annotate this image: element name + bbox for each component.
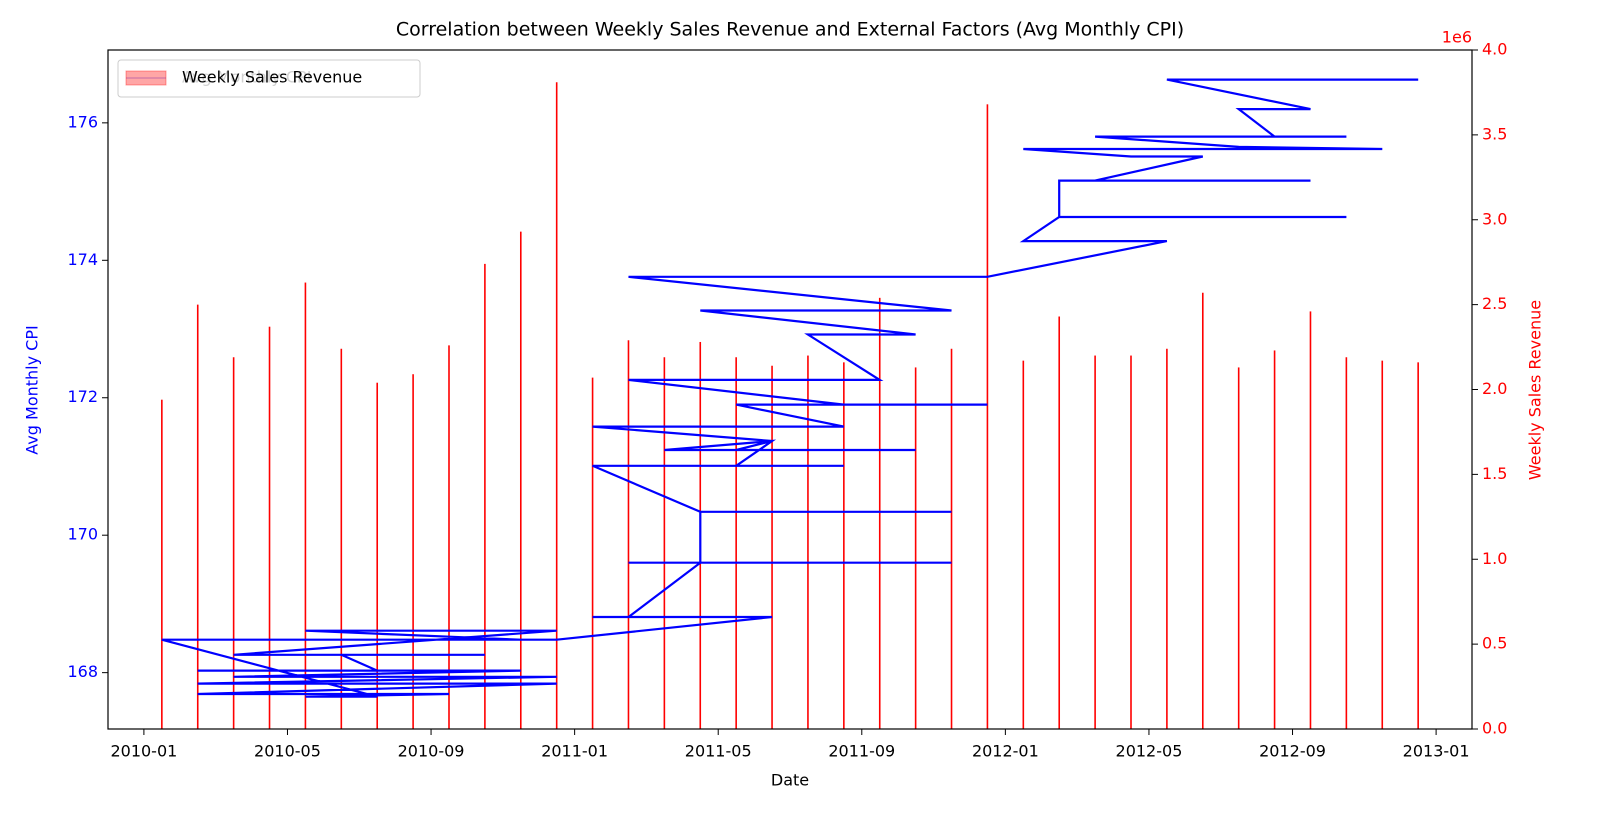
bar bbox=[1417, 362, 1419, 729]
bar bbox=[484, 263, 486, 729]
bar bbox=[1201, 292, 1204, 729]
bar bbox=[663, 357, 666, 729]
bar bbox=[1381, 360, 1384, 729]
x-tick-label: 2013-01 bbox=[1403, 742, 1470, 761]
x-axis-label: Date bbox=[771, 771, 809, 790]
bar bbox=[304, 282, 307, 729]
bar bbox=[448, 345, 450, 729]
bar bbox=[1345, 357, 1348, 729]
bar bbox=[771, 365, 773, 729]
bar bbox=[950, 348, 953, 729]
y-axis-label: Avg Monthly CPI bbox=[23, 325, 42, 454]
bar bbox=[376, 382, 379, 729]
y2-tick-label: 0.0 bbox=[1482, 719, 1507, 738]
y-tick-label: 176 bbox=[67, 112, 98, 131]
bar bbox=[1022, 360, 1025, 729]
y2-tick-label: 2.5 bbox=[1482, 294, 1507, 313]
y-tick-label: 172 bbox=[67, 387, 98, 406]
y2-axis-label: Weekly Sales Revenue bbox=[1526, 300, 1545, 480]
y2-tick-label: 3.0 bbox=[1482, 209, 1507, 228]
bar bbox=[1237, 367, 1240, 729]
line bbox=[161, 78, 1419, 698]
y-tick-label: 168 bbox=[67, 662, 98, 681]
bar bbox=[196, 304, 199, 729]
bar bbox=[1166, 348, 1168, 729]
x-tick-label: 2010-01 bbox=[110, 742, 177, 761]
x-tick-label: 2011-01 bbox=[541, 742, 608, 761]
y2-tick-label: 3.5 bbox=[1482, 124, 1507, 143]
bar bbox=[735, 357, 737, 729]
y2-tick-label: 4.0 bbox=[1482, 40, 1507, 59]
bar bbox=[1309, 311, 1312, 729]
bar bbox=[412, 374, 414, 729]
x-tick-label: 2012-09 bbox=[1259, 742, 1326, 761]
bar bbox=[1273, 350, 1276, 729]
bar bbox=[519, 231, 522, 729]
x-tick-label: 2012-01 bbox=[972, 742, 1039, 761]
x-tick-label: 2011-05 bbox=[685, 742, 752, 761]
bar bbox=[914, 367, 917, 729]
bar bbox=[555, 82, 558, 729]
bar bbox=[161, 399, 163, 729]
y2-tick-label: 2.0 bbox=[1482, 379, 1507, 398]
y2-tick-label: 1.5 bbox=[1482, 464, 1507, 483]
legend-box bbox=[117, 59, 421, 98]
y-tick-label: 170 bbox=[67, 525, 98, 544]
x-tick-label: 2012-05 bbox=[1116, 742, 1183, 761]
y2-tick-label: 0.5 bbox=[1482, 634, 1507, 653]
x-tick-label: 2010-05 bbox=[254, 742, 321, 761]
bar bbox=[232, 357, 235, 729]
y-tick-label: 174 bbox=[67, 250, 98, 269]
bar bbox=[268, 326, 271, 729]
bar bbox=[986, 104, 989, 729]
bar bbox=[807, 355, 809, 729]
bar bbox=[591, 377, 594, 729]
bar bbox=[1094, 355, 1096, 729]
bar bbox=[843, 362, 845, 729]
y2-tick-label: 1.0 bbox=[1482, 549, 1507, 568]
x-tick-label: 2011-09 bbox=[828, 742, 895, 761]
x-tick-label: 2010-09 bbox=[398, 742, 465, 761]
y2-offset-label: 1e6 bbox=[1442, 28, 1472, 47]
legend-label: Weekly Sales Revenue bbox=[182, 68, 362, 87]
bar bbox=[1130, 355, 1132, 729]
bar bbox=[340, 348, 343, 729]
bar bbox=[627, 340, 630, 729]
bar bbox=[1058, 316, 1061, 729]
legend-swatch bbox=[125, 70, 167, 86]
chart-title: Correlation between Weekly Sales Revenue… bbox=[396, 19, 1184, 41]
bar bbox=[878, 297, 881, 729]
